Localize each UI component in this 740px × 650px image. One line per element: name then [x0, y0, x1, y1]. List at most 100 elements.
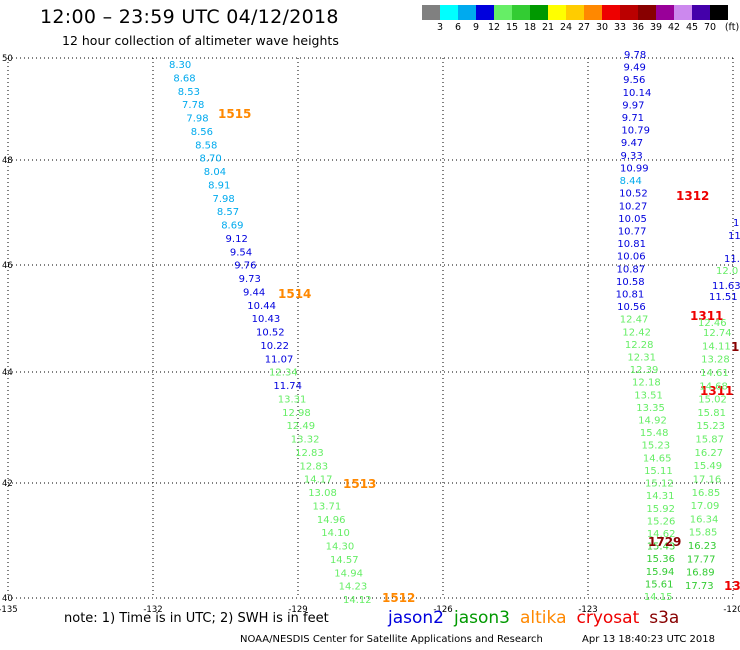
wave-height-value: 10.52 — [256, 328, 285, 339]
wave-height-value: 16.23 — [688, 541, 717, 552]
wave-height-value: 11.74 — [273, 381, 302, 392]
legend-label: 70 — [703, 22, 717, 33]
wave-height-value: 13.31 — [278, 394, 307, 405]
wave-height-value: 12.42 — [622, 327, 651, 338]
wave-height-value: 15.11 — [644, 466, 673, 477]
legend-label: 27 — [577, 22, 591, 33]
wave-height-value: 17.09 — [691, 501, 720, 512]
wave-height-value: 14.15 — [644, 592, 673, 603]
legend-swatch — [620, 5, 638, 20]
wave-height-value: 8.30 — [169, 60, 191, 71]
page-subtitle: 12 hour collection of altimeter wave hei… — [62, 33, 339, 48]
wave-height-value: 14.65 — [643, 453, 672, 464]
wave-height-value: 8.44 — [620, 176, 642, 187]
pass-time-label: 1311 — [690, 309, 723, 323]
wave-height-value: 16.27 — [694, 448, 723, 459]
satellite-s3a: s3a — [649, 608, 680, 628]
color-scale-legend — [422, 5, 728, 20]
wave-height-value: 12.83 — [295, 448, 324, 459]
wave-height-value: 12.49 — [286, 421, 315, 432]
wave-height-value: 14.23 — [339, 582, 368, 593]
wave-height-value: 10.27 — [619, 201, 648, 212]
legend-swatch — [710, 5, 728, 20]
wave-height-value: 14.57 — [330, 555, 359, 566]
wave-height-value: 10.43 — [252, 314, 281, 325]
wave-height-value: 14.68 — [699, 381, 728, 392]
page-title: 12:00 – 23:59 UTC 04/12/2018 — [40, 6, 339, 28]
legend-label: 42 — [667, 22, 681, 33]
wave-height-value: 12.74 — [703, 328, 732, 339]
pass-time-label: 1512 — [382, 591, 415, 605]
wave-height-value: 8.70 — [199, 154, 221, 165]
legend-label: 6 — [454, 22, 462, 33]
wave-height-value: 12.47 — [620, 315, 649, 326]
wave-height-value: 14.11 — [702, 341, 731, 352]
wave-height-value: 8.56 — [191, 127, 213, 138]
wave-height-value: 12.0 — [716, 266, 738, 277]
wave-height-value: 14.62 — [647, 529, 676, 540]
wave-height-value: 10.52 — [619, 189, 648, 200]
wave-height-value: 10.14 — [623, 88, 652, 99]
legend-swatch — [584, 5, 602, 20]
pass-time-label: 13 — [724, 579, 740, 593]
wave-height-value: 8.58 — [195, 140, 217, 151]
credit-text: NOAA/NESDIS Center for Satellite Applica… — [240, 634, 543, 645]
pass-time-label: 1513 — [343, 477, 376, 491]
wave-height-value: 14.96 — [317, 515, 346, 526]
wave-height-value: 12.18 — [632, 378, 661, 389]
wave-height-value: 10.06 — [617, 252, 646, 263]
lat-tick-label: 44 — [2, 368, 13, 378]
legend-swatch — [512, 5, 530, 20]
legend-swatch — [494, 5, 512, 20]
legend-swatch — [566, 5, 584, 20]
wave-height-value: 12.31 — [627, 353, 656, 364]
legend-swatch — [656, 5, 674, 20]
wave-height-value: 10.58 — [616, 277, 645, 288]
wave-height-value: 15.85 — [689, 528, 718, 539]
wave-height-value: 9.97 — [622, 100, 644, 111]
legend-label: 15 — [505, 22, 519, 33]
wave-height-value: 15.94 — [646, 567, 675, 578]
legend-swatch — [440, 5, 458, 20]
legend-label: 12 — [487, 22, 501, 33]
wave-height-value: 16.89 — [686, 568, 715, 579]
pass-time-label: 1515 — [218, 107, 251, 121]
wave-height-value: 9.78 — [624, 50, 646, 61]
wave-height-value: 10.87 — [616, 264, 645, 275]
legend-label: (ft) — [724, 22, 740, 33]
wave-height-value: 15.23 — [641, 441, 670, 452]
wave-height-value: 10.44 — [247, 301, 276, 312]
wave-height-value: 14.31 — [646, 491, 675, 502]
legend-swatch — [638, 5, 656, 20]
legend-swatch — [674, 5, 692, 20]
lon-tick-label: -129 — [288, 605, 307, 615]
wave-height-value: 15.23 — [696, 421, 725, 432]
lat-tick-label: 50 — [2, 54, 13, 64]
wave-height-value: 13.28 — [701, 355, 730, 366]
wave-height-value: 10.77 — [618, 226, 647, 237]
wave-height-value: 14.61 — [700, 368, 729, 379]
wave-height-value: 15.81 — [697, 408, 726, 419]
wave-height-value: 9.56 — [623, 75, 645, 86]
wave-height-value: 8.04 — [204, 167, 226, 178]
satellite-jason2: jason2 — [388, 608, 444, 628]
wave-height-value: 12.28 — [625, 340, 654, 351]
wave-height-value: 15.36 — [646, 554, 675, 565]
wave-height-value: 9.73 — [239, 274, 261, 285]
pass-time-label: 1514 — [278, 287, 311, 301]
wave-height-value: 15.87 — [695, 435, 724, 446]
wave-height-value: 17.77 — [687, 554, 716, 565]
wave-height-value: 14.30 — [326, 542, 355, 553]
legend-label: 3 — [436, 22, 444, 33]
wave-height-value: 16.85 — [692, 488, 721, 499]
wave-height-value: 9.44 — [243, 287, 265, 298]
legend-swatch — [458, 5, 476, 20]
wave-height-value: 15.92 — [646, 504, 675, 515]
wave-height-value: 10.22 — [260, 341, 289, 352]
wave-height-value: 15.61 — [645, 579, 674, 590]
legend-label: 36 — [631, 22, 645, 33]
wave-height-value: 12.98 — [282, 408, 311, 419]
pass-time-label: 1 — [731, 340, 739, 354]
satellite-legend: jason2 jason3 altika cryosat s3a — [388, 608, 689, 628]
